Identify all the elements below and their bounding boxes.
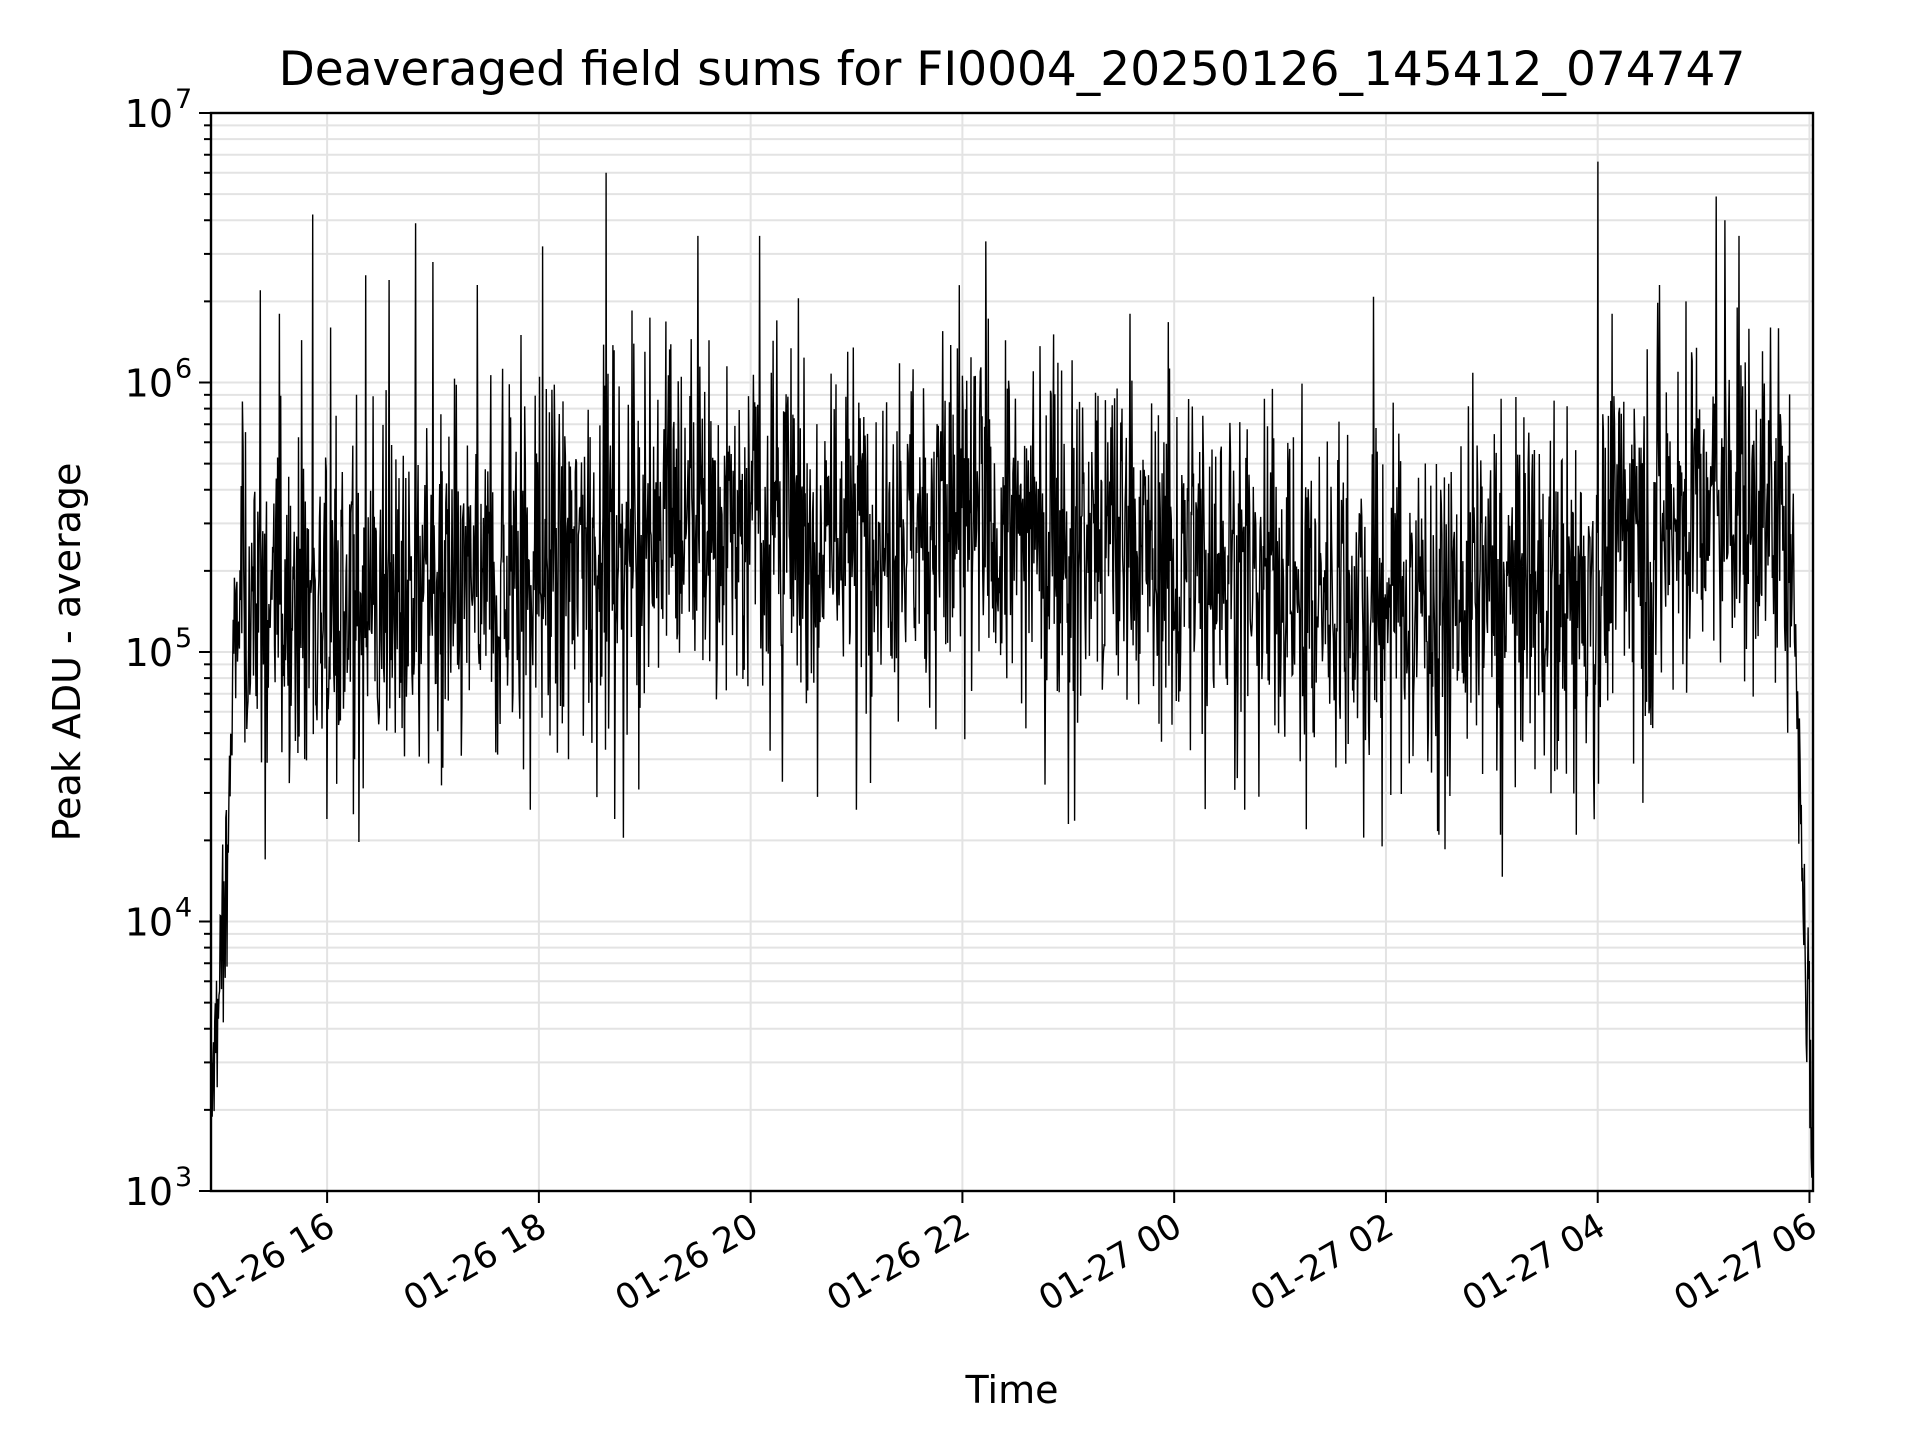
y-axis-label: Peak ADU - average: [45, 463, 89, 842]
y-tick-exponent: 3: [175, 1162, 192, 1193]
y-tick-exponent: 5: [175, 623, 192, 654]
y-tick-label: 10: [125, 92, 173, 136]
grid: [211, 113, 1813, 1192]
chart-title: Deaveraged field sums for FI0004_2025012…: [279, 42, 1746, 97]
y-tick-exponent: 4: [175, 893, 192, 924]
x-axis-label: Time: [965, 1368, 1059, 1412]
series-line: [211, 161, 1813, 1178]
y-tick-exponent: 6: [175, 354, 192, 385]
y-tick-label: 10: [125, 362, 173, 406]
y-tick-label: 10: [125, 901, 173, 945]
plot-area: [211, 161, 1813, 1178]
y-tick-exponent: 7: [175, 84, 192, 115]
y-tick-label: 10: [125, 1170, 173, 1214]
y-tick-label: 10: [125, 631, 173, 675]
